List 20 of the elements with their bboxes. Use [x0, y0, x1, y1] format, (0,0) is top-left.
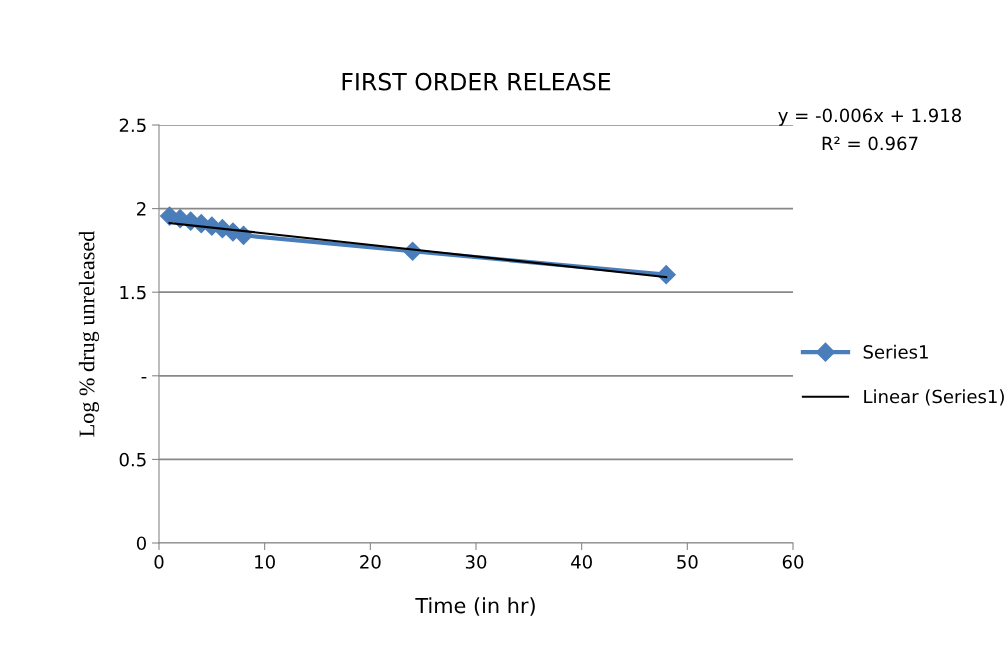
x-tick-label: 0: [154, 555, 164, 569]
y-axis-title: Log % drug unreleased: [78, 230, 100, 437]
y-tick-label: 1.5: [120, 285, 146, 300]
annotation: y = -0.006x + 1.918: [778, 108, 961, 126]
y-tick-label: 2: [137, 202, 146, 216]
x-tick-label: 20: [360, 555, 381, 569]
legend-label: Linear (Series1): [864, 389, 1004, 406]
x-tick-label: 40: [571, 555, 592, 569]
chart-title: FIRST ORDER RELEASE: [342, 72, 611, 91]
y-tick-label: 2.5: [119, 118, 146, 133]
legend-label: Series1: [863, 344, 928, 359]
y-tick-label: 0: [136, 536, 146, 551]
y-tick-label: 0.5: [119, 452, 146, 467]
x-tick-label: 60: [782, 555, 804, 569]
x-tick-label: 30: [465, 555, 487, 569]
x-tick-label: 50: [677, 555, 698, 569]
text: R² = 0.967: [822, 136, 918, 151]
x-axis-title: Time (in hr): [415, 597, 535, 616]
x-tick-label: 10: [255, 555, 275, 569]
y-tick-label: -: [141, 376, 147, 379]
